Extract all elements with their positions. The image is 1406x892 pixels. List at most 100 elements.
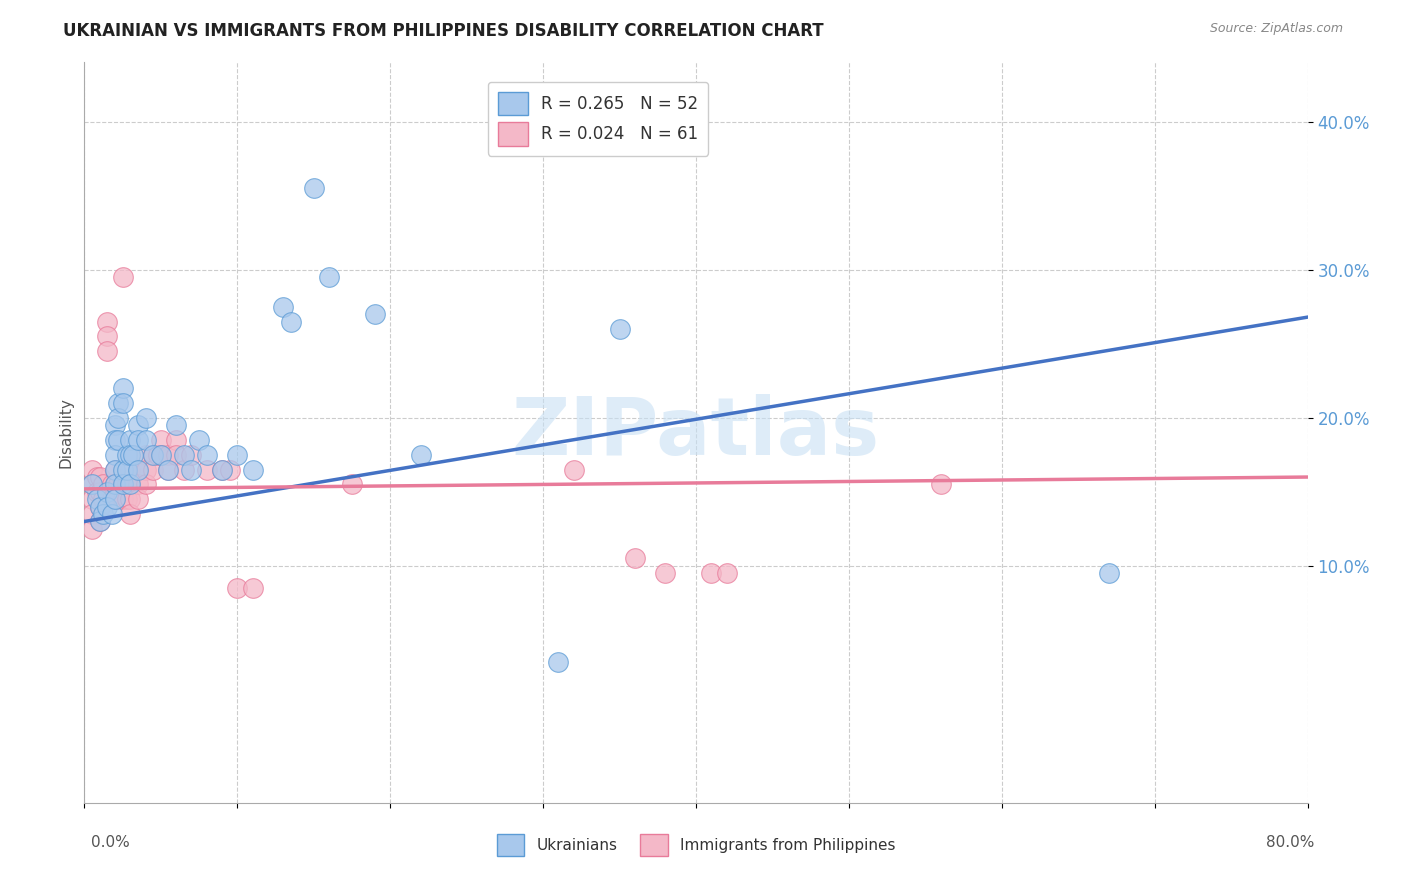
Point: [80, 462, 103, 476]
Point: [226, 581, 249, 595]
Point: [929, 477, 952, 491]
Point: [127, 477, 149, 491]
Point: [111, 396, 134, 410]
Point: [165, 418, 187, 433]
Point: [302, 181, 325, 195]
Point: [364, 307, 387, 321]
Point: [135, 448, 157, 462]
Text: Source: ZipAtlas.com: Source: ZipAtlas.com: [1209, 22, 1343, 36]
Point: [700, 566, 723, 581]
Point: [111, 492, 134, 507]
Point: [149, 433, 172, 447]
Point: [242, 462, 264, 476]
Point: [80, 492, 103, 507]
Point: [340, 477, 363, 491]
Point: [89, 500, 111, 514]
Point: [89, 484, 111, 499]
Point: [86, 484, 108, 499]
Point: [120, 448, 142, 462]
Point: [180, 448, 202, 462]
Point: [165, 448, 187, 462]
Point: [127, 492, 149, 507]
Point: [142, 448, 165, 462]
Point: [104, 433, 127, 447]
Point: [80, 522, 103, 536]
Point: [91, 477, 114, 491]
Text: 0.0%: 0.0%: [91, 836, 131, 850]
Point: [80, 477, 103, 491]
Point: [188, 433, 211, 447]
Legend: Ukrainians, Immigrants from Philippines: Ukrainians, Immigrants from Philippines: [491, 828, 901, 862]
Point: [149, 448, 172, 462]
Point: [115, 477, 138, 491]
Point: [609, 322, 631, 336]
Point: [111, 270, 134, 285]
Point: [91, 507, 114, 521]
Point: [96, 314, 118, 328]
Point: [107, 396, 129, 410]
Point: [101, 492, 124, 507]
Point: [120, 507, 142, 521]
Point: [115, 492, 138, 507]
Point: [135, 462, 157, 476]
Point: [211, 462, 233, 476]
Point: [107, 433, 129, 447]
Point: [195, 448, 218, 462]
Point: [146, 448, 169, 462]
Point: [111, 462, 134, 476]
Point: [226, 448, 249, 462]
Point: [173, 462, 195, 476]
Point: [104, 462, 127, 476]
Point: [89, 500, 111, 514]
Point: [127, 418, 149, 433]
Point: [157, 462, 180, 476]
Point: [157, 448, 180, 462]
Text: UKRAINIAN VS IMMIGRANTS FROM PHILIPPINES DISABILITY CORRELATION CHART: UKRAINIAN VS IMMIGRANTS FROM PHILIPPINES…: [63, 22, 824, 40]
Point: [135, 433, 157, 447]
Point: [218, 462, 240, 476]
Point: [195, 462, 218, 476]
Point: [242, 581, 264, 595]
Point: [107, 477, 129, 491]
Point: [86, 492, 108, 507]
Point: [120, 477, 142, 491]
Point: [180, 462, 202, 476]
Point: [80, 477, 103, 491]
Point: [654, 566, 676, 581]
Point: [142, 462, 165, 476]
Point: [96, 329, 118, 343]
Point: [96, 500, 118, 514]
Point: [409, 448, 432, 462]
Point: [115, 448, 138, 462]
Point: [115, 462, 138, 476]
Point: [173, 448, 195, 462]
Point: [122, 448, 145, 462]
Point: [96, 484, 118, 499]
Point: [104, 477, 127, 491]
Point: [157, 462, 180, 476]
Y-axis label: Disability: Disability: [58, 397, 73, 468]
Point: [104, 448, 127, 462]
Point: [135, 477, 157, 491]
Point: [96, 344, 118, 359]
Point: [165, 433, 187, 447]
Point: [107, 492, 129, 507]
Point: [120, 492, 142, 507]
Point: [104, 492, 127, 507]
Point: [547, 655, 569, 669]
Point: [1098, 566, 1121, 581]
Point: [142, 448, 165, 462]
Point: [149, 448, 172, 462]
Point: [127, 462, 149, 476]
Point: [107, 410, 129, 425]
Point: [562, 462, 585, 476]
Point: [111, 381, 134, 395]
Text: ZIPatlas: ZIPatlas: [512, 393, 880, 472]
Point: [120, 433, 142, 447]
Point: [104, 418, 127, 433]
Point: [104, 462, 127, 476]
Point: [135, 410, 157, 425]
Point: [280, 314, 302, 328]
Point: [101, 477, 124, 491]
Point: [318, 270, 340, 285]
